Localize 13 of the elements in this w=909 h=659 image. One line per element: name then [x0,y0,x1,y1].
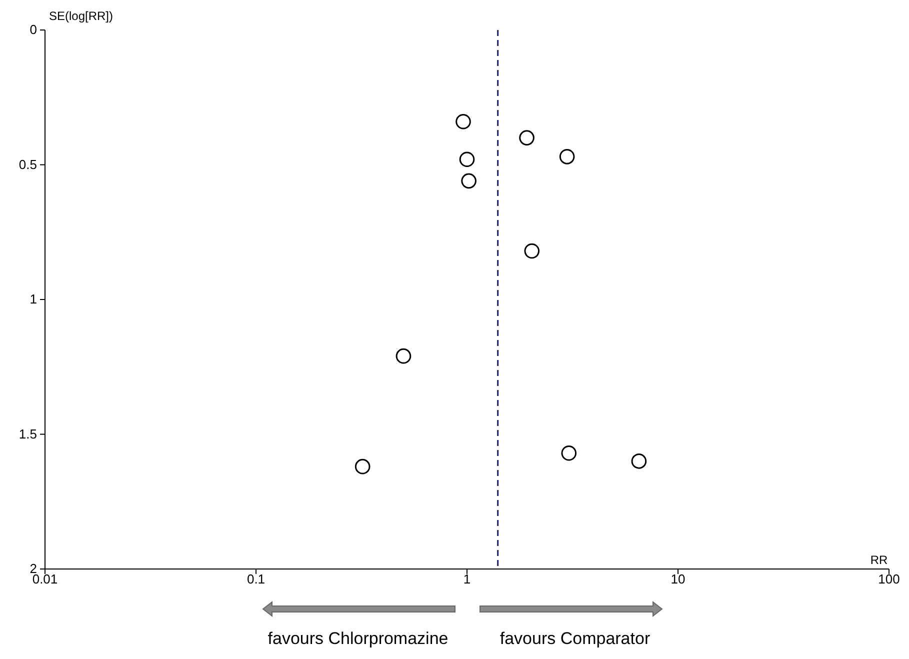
text: favours Chlorpromazine [268,629,448,648]
y-tick-label: 1 [30,292,37,307]
y-axis-title: SE(log[RR]) [49,9,114,23]
x-tick-label: 0.1 [246,572,266,586]
x-axis-title: RR [870,553,888,567]
y-tick-label: 1.5 [18,426,37,442]
x-tick-label: 100 [878,572,900,586]
x-tick-label: 0.01 [32,572,58,586]
y-tick-label: 0.5 [18,156,37,172]
text: favours Comparator [500,629,650,648]
y-tick-label: 0 [30,22,37,38]
x-tick-label: 10 [670,572,686,586]
x-tick-label: 1 [463,572,471,586]
